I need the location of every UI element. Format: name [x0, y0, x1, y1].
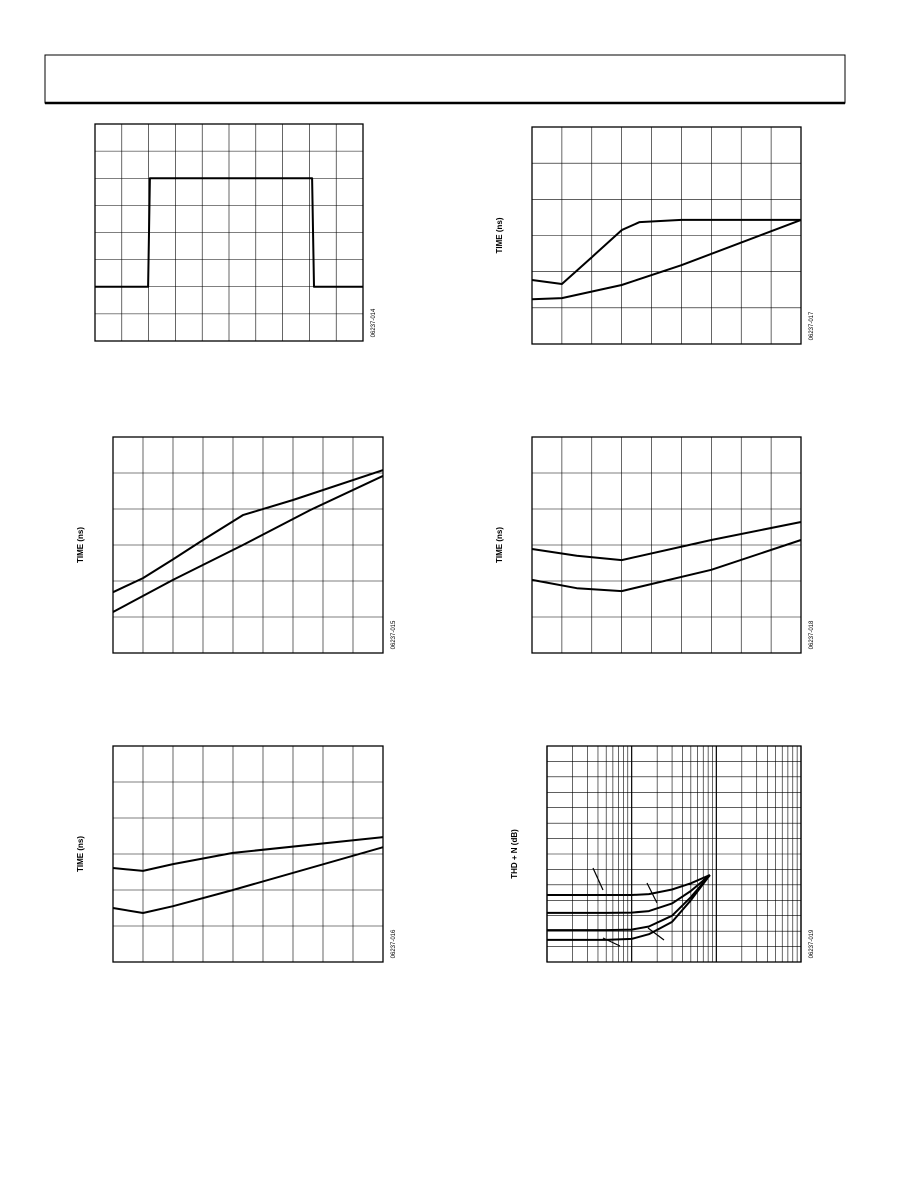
figure-code: 06237-017 — [809, 311, 815, 340]
plot-frame — [94, 123, 364, 342]
curve — [547, 874, 711, 941]
curve — [531, 218, 801, 285]
figure-code: 06237-019 — [809, 929, 815, 958]
y-axis-label: TIME (ns) — [76, 836, 85, 872]
figure-code: 06237-014 — [371, 308, 377, 337]
plot-frame — [112, 436, 384, 654]
curve — [531, 539, 802, 593]
curve — [547, 874, 711, 914]
figure-code: 06237-018 — [809, 620, 815, 649]
curve — [95, 177, 363, 288]
y-axis-label: TIME (ns) — [495, 217, 504, 253]
figure-code: 06237-016 — [391, 929, 397, 958]
curve — [112, 846, 384, 914]
plot-frame — [112, 745, 384, 963]
arrows — [592, 867, 665, 947]
y-axis-label: THD + N (dB) — [510, 829, 519, 879]
figure-code: 06237-015 — [391, 620, 397, 649]
curve — [531, 521, 802, 562]
y-axis-label: TIME (ns) — [76, 527, 85, 563]
curve — [531, 218, 802, 301]
plot-frame — [546, 745, 802, 963]
curve — [112, 469, 384, 594]
header-box — [44, 54, 846, 104]
curve — [112, 474, 384, 613]
y-axis-label: TIME (ns) — [495, 527, 504, 563]
curve — [112, 836, 384, 872]
curve — [547, 874, 711, 932]
plot-frame — [531, 126, 802, 345]
plot-frame — [531, 436, 802, 654]
curve — [547, 874, 711, 896]
